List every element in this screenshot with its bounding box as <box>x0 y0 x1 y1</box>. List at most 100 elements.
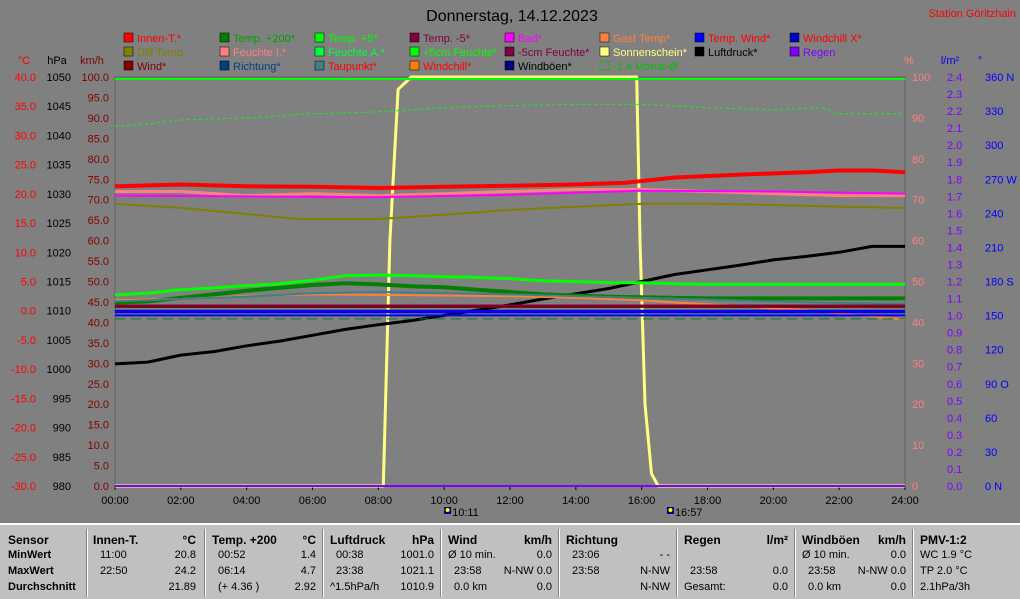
series-diff-temp <box>114 202 906 220</box>
series-innen-t <box>114 168 906 190</box>
deg-tick-label: 60 <box>985 413 997 425</box>
pct-tick-label: 50 <box>912 277 924 289</box>
legend-swatch <box>504 32 515 43</box>
label-max: MaxWert <box>8 565 54 577</box>
pct-tick-label: 20 <box>912 399 924 411</box>
kmh-tick-label: 100.0 <box>81 72 109 84</box>
deg-tick-label: 180 S <box>985 277 1014 289</box>
lm2-tick-label: 1.9 <box>947 157 962 169</box>
temp-tick-label: 25.0 <box>15 160 36 172</box>
legend-label: Windchill X* <box>803 33 862 45</box>
temp-tick-label: -20.0 <box>11 423 36 435</box>
kmh-tick-label: 95.0 <box>88 92 109 104</box>
legend-label: Taupunkt* <box>328 61 378 73</box>
kmh-tick-label: 25.0 <box>88 379 109 391</box>
x-tick-label: 24:00 <box>891 495 919 507</box>
temp200-avg: 2.92 <box>294 581 316 593</box>
regen-r2b: 0.0 <box>772 565 788 577</box>
lm2-tick-label: 0.8 <box>947 345 962 357</box>
kmh-tick-label: 80.0 <box>88 154 109 166</box>
lm2-tick-label: 1.6 <box>947 208 962 220</box>
pmv-head: PMV-1:2 <box>920 533 967 547</box>
legend-label: Temp. Wind* <box>708 33 771 45</box>
sun-marker-dot <box>445 508 450 512</box>
stats-boeen: Windböen km/h Ø 10 min. 0.0 23:58 N-NW 0… <box>796 525 912 599</box>
richtung-r2a: 23:58 <box>572 565 600 577</box>
temp-tick-label: -10.0 <box>11 364 36 376</box>
deg-tick-label: 270 W <box>985 174 1017 186</box>
legend-swatch <box>219 60 230 71</box>
legend-swatch <box>409 60 420 71</box>
temp-tick-label: 20.0 <box>15 189 36 201</box>
legend-swatch <box>599 46 610 57</box>
regen-r3a: Gesamt: <box>684 581 726 593</box>
hpa-tick-label: 1035 <box>47 160 71 172</box>
kmh-tick-label: 15.0 <box>88 420 109 432</box>
legend-label: Feuchte A.* <box>328 47 386 59</box>
lm2-tick-label: 0.6 <box>947 379 962 391</box>
regen-head: Regen <box>684 533 721 547</box>
temp-tick-label: -30.0 <box>11 481 36 493</box>
boeen-r1b: 0.0 <box>890 549 906 561</box>
lm2-tick-label: 1.0 <box>947 311 962 323</box>
luftdruck-avg-note: ^1.5hPa/h <box>330 581 380 593</box>
unit-temp: °C <box>18 55 30 67</box>
label-avg: Durchschnitt <box>8 581 76 593</box>
boeen-head: Windböen <box>802 533 860 547</box>
unit-deg: ° <box>978 55 982 67</box>
kmh-tick-label: 85.0 <box>88 133 109 145</box>
wind-r1a: Ø 10 min. <box>448 549 496 561</box>
legend-swatch <box>314 32 325 43</box>
hpa-tick-label: 990 <box>53 423 71 435</box>
unit-lm2: l/m² <box>941 55 960 67</box>
stats-regen: Regen l/m² 23:58 0.0 Gesamt: 0.0 <box>678 525 794 599</box>
lm2-tick-label: 0.4 <box>947 413 962 425</box>
richtung-head: Richtung <box>566 533 618 547</box>
stats-labels: Sensor MinWert MaxWert Durchschnitt <box>0 525 86 599</box>
lm2-tick-label: 0.2 <box>947 447 962 459</box>
deg-tick-label: 30 <box>985 447 997 459</box>
series-taupunkt <box>114 291 906 305</box>
legend-swatch <box>504 46 515 57</box>
label-sensor: Sensor <box>8 533 49 547</box>
sun-markers: 10:11 16:57 <box>444 507 702 519</box>
legend-swatch <box>219 46 230 57</box>
deg-tick-label: 150 <box>985 311 1003 323</box>
boeen-r3b: 0.0 <box>890 581 906 593</box>
legend-label: Temp. -5* <box>423 33 471 45</box>
hpa-tick-label: 1030 <box>47 189 71 201</box>
unit-pct: % <box>904 55 914 67</box>
legend-label: Sonnenschein* <box>613 47 688 59</box>
legend-label: Feuchte I.* <box>233 47 287 59</box>
temp200-min: 1.4 <box>300 549 316 561</box>
legend-swatch <box>694 46 705 57</box>
lm2-tick-label: 0.1 <box>947 464 962 476</box>
innen-min: 20.8 <box>174 549 196 561</box>
kmh-tick-label: 90.0 <box>88 113 109 125</box>
hpa-tick-label: 995 <box>53 393 71 405</box>
temp-tick-label: -15.0 <box>11 393 36 405</box>
hpa-tick-label: 1000 <box>47 364 71 376</box>
stats-innen: Innen-T. °C 11:00 20.8 22:50 24.2 21.89 <box>88 525 202 599</box>
hpa-tick-label: 1020 <box>47 247 71 259</box>
legend-label: Temp. +5* <box>328 33 379 45</box>
legend: Innen-T.* Temp. +200* Temp. +5* Temp. -5* Ba… <box>123 32 862 73</box>
lm2-tick-label: 2.4 <box>947 72 962 84</box>
pct-tick-label: 30 <box>912 358 924 370</box>
kmh-tick-label: 50.0 <box>88 277 109 289</box>
stats-pmv: PMV-1:2 WC 1.9 °C TP 2.0 °C 2.1hPa/3h <box>914 525 1018 599</box>
weather-chart: Donnerstag, 14.12.2023 Station Göritzhai… <box>11 8 1017 519</box>
temp200-avg-note: (+ 4.36 ) <box>218 581 260 593</box>
x-tick-label: 10:00 <box>430 495 458 507</box>
legend-label: Regen <box>803 47 835 59</box>
deg-tick-label: 90 O <box>985 379 1009 391</box>
deg-tick-label: 300 <box>985 140 1003 152</box>
innen-max: 24.2 <box>174 565 196 577</box>
innen-max-time: 22:50 <box>100 565 128 577</box>
hpa-tick-label: 1050 <box>47 72 71 84</box>
legend-label: Richtung* <box>233 61 281 73</box>
temp-tick-label: 15.0 <box>15 218 36 230</box>
temp200-min-time: 00:52 <box>218 549 246 561</box>
pct-tick-label: 90 <box>912 113 924 125</box>
legend-label: -5cm Feuchte* <box>518 47 590 59</box>
